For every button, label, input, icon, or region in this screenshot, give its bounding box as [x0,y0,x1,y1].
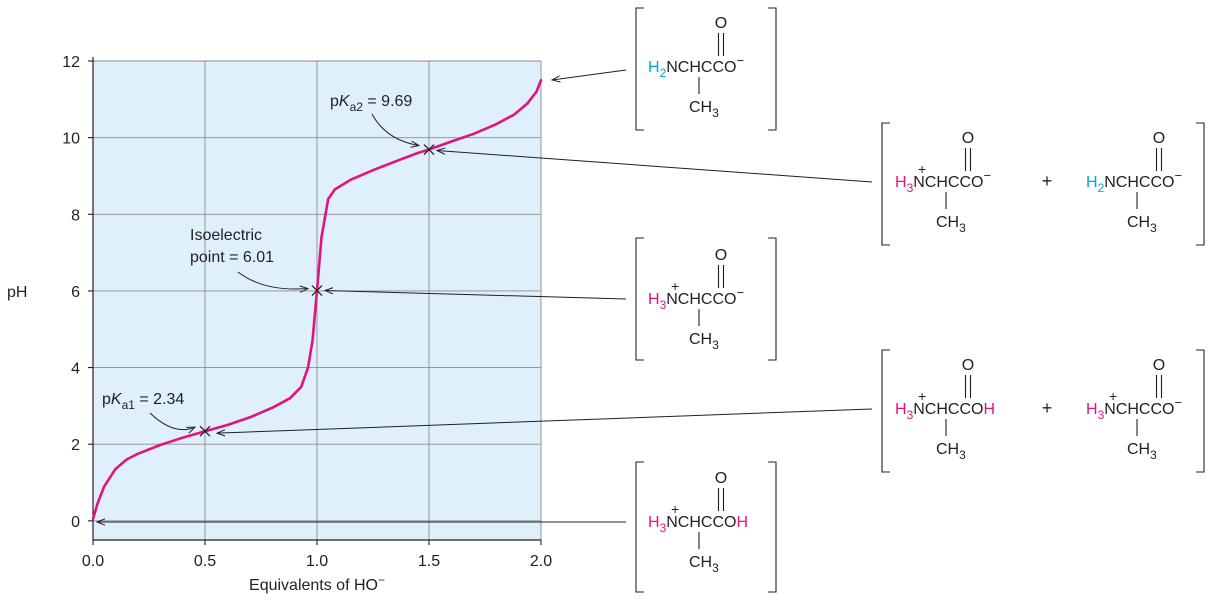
x-tick-label-2: 1.0 [306,553,328,570]
bracket-right [768,237,777,361]
marker-stroke-b [199,425,211,437]
y-tick-label-5: 10 [62,131,80,148]
ammonium-charge: + [1109,388,1117,404]
species-pointer-arrow [325,291,627,300]
species-formula: H2NCHCCO− [648,53,744,80]
key-point-marker-2 [199,425,211,437]
species-3-0: H3NCHCCOH+ O CH3 [895,357,995,462]
species-3-1: H3NCHCCO−+ O CH3 [1086,357,1182,462]
species-structure-2: H3NCHCCO−+ O CH3 [325,237,777,361]
titration-curve [91,78,543,521]
methyl-group: CH3 [689,331,719,352]
species-structure-0: H2NCHCCO− O CH3 [552,7,777,131]
species-plus-sign: + [1042,398,1053,418]
species-0-0: H2NCHCCO− O CH3 [648,15,744,120]
methyl-group: CH3 [689,99,719,120]
y-tick-label-3: 6 [71,284,80,301]
methyl-group: CH3 [936,441,966,462]
isoelectric-arrow [237,271,308,289]
carbonyl-oxygen: O [1153,130,1165,147]
marker-stroke-b [423,144,435,155]
key-point-marker-0 [423,144,435,155]
bracket-right [768,7,777,131]
isoelectric-label-line1: Isoelectric [190,227,262,244]
species-formula: H3NCHCCOH [895,401,995,422]
ammonium-charge: + [918,161,926,177]
species-bracket [635,237,777,361]
species-formula: H3NCHCCO− [648,285,744,312]
bracket-left [635,237,644,361]
marker-stroke-b [311,285,323,296]
carbonyl-oxygen: O [715,470,727,487]
species-formula: H3NCHCCO− [1086,395,1182,422]
methyl-group: CH3 [936,214,966,235]
bracket-left [635,461,644,593]
y-tick-label-0: 0 [71,514,80,531]
ammonium-charge: + [671,501,679,517]
y-tick-label-6: 12 [62,54,80,71]
species-bracket [881,122,1205,246]
pka2-label: pKa2 = 9.69 [330,93,412,114]
species-plus-sign: + [1042,171,1053,191]
x-axis-label: Equivalents of HO− [249,573,385,594]
methyl-group: CH3 [1127,214,1157,235]
x-tick-label-3: 1.5 [418,553,440,570]
pka2-arrow [371,113,419,146]
species-bracket [881,349,1205,473]
carbonyl-oxygen: O [1153,357,1165,374]
bracket-left [881,349,890,473]
species-bracket [635,461,777,593]
species-formula: H2NCHCCO− [1086,168,1182,195]
bracket-right [768,461,777,593]
bracket-left [635,7,644,131]
carbonyl-oxygen: O [962,130,974,147]
y-tick-label-2: 4 [71,361,80,378]
species-1-0: H3NCHCCO−+ O CH3 [895,130,991,235]
carbonyl-oxygen: O [715,247,727,264]
pka1-label: pKa1 = 2.34 [102,391,184,412]
ammonium-charge: + [671,278,679,294]
x-tick-label-0: 0.0 [82,553,104,570]
species-4-0: H3NCHCCOH+ O CH3 [648,470,748,575]
species-bracket [635,7,777,131]
species-pointer-arrow [552,69,627,80]
methyl-group: CH3 [689,554,719,575]
ammonium-charge: + [918,388,926,404]
x-tick-label-4: 2.0 [530,553,552,570]
species-pointer-arrow [217,408,873,433]
isoelectric-label-line2: point = 6.01 [190,249,274,266]
methyl-group: CH3 [1127,441,1157,462]
bracket-left [881,122,890,246]
y-axis-label: pH [7,284,27,301]
key-point-marker-1 [311,285,323,296]
y-tick-label-1: 2 [71,437,80,454]
species-formula: H3NCHCCOH [648,514,748,535]
pka1-arrow [149,412,195,430]
carbonyl-oxygen: O [715,15,727,32]
species-2-0: H3NCHCCO−+ O CH3 [648,247,744,352]
species-structure-4: H3NCHCCOH+ O CH3 [97,461,777,593]
x-tick-label-1: 0.5 [194,553,216,570]
species-pointer-arrow [437,151,873,183]
species-formula: H3NCHCCO− [895,168,991,195]
bracket-right [1196,122,1205,246]
y-tick-label-4: 8 [71,207,80,224]
bracket-right [1196,349,1205,473]
species-1-1: H2NCHCCO− O CH3 [1086,130,1182,235]
carbonyl-oxygen: O [962,357,974,374]
